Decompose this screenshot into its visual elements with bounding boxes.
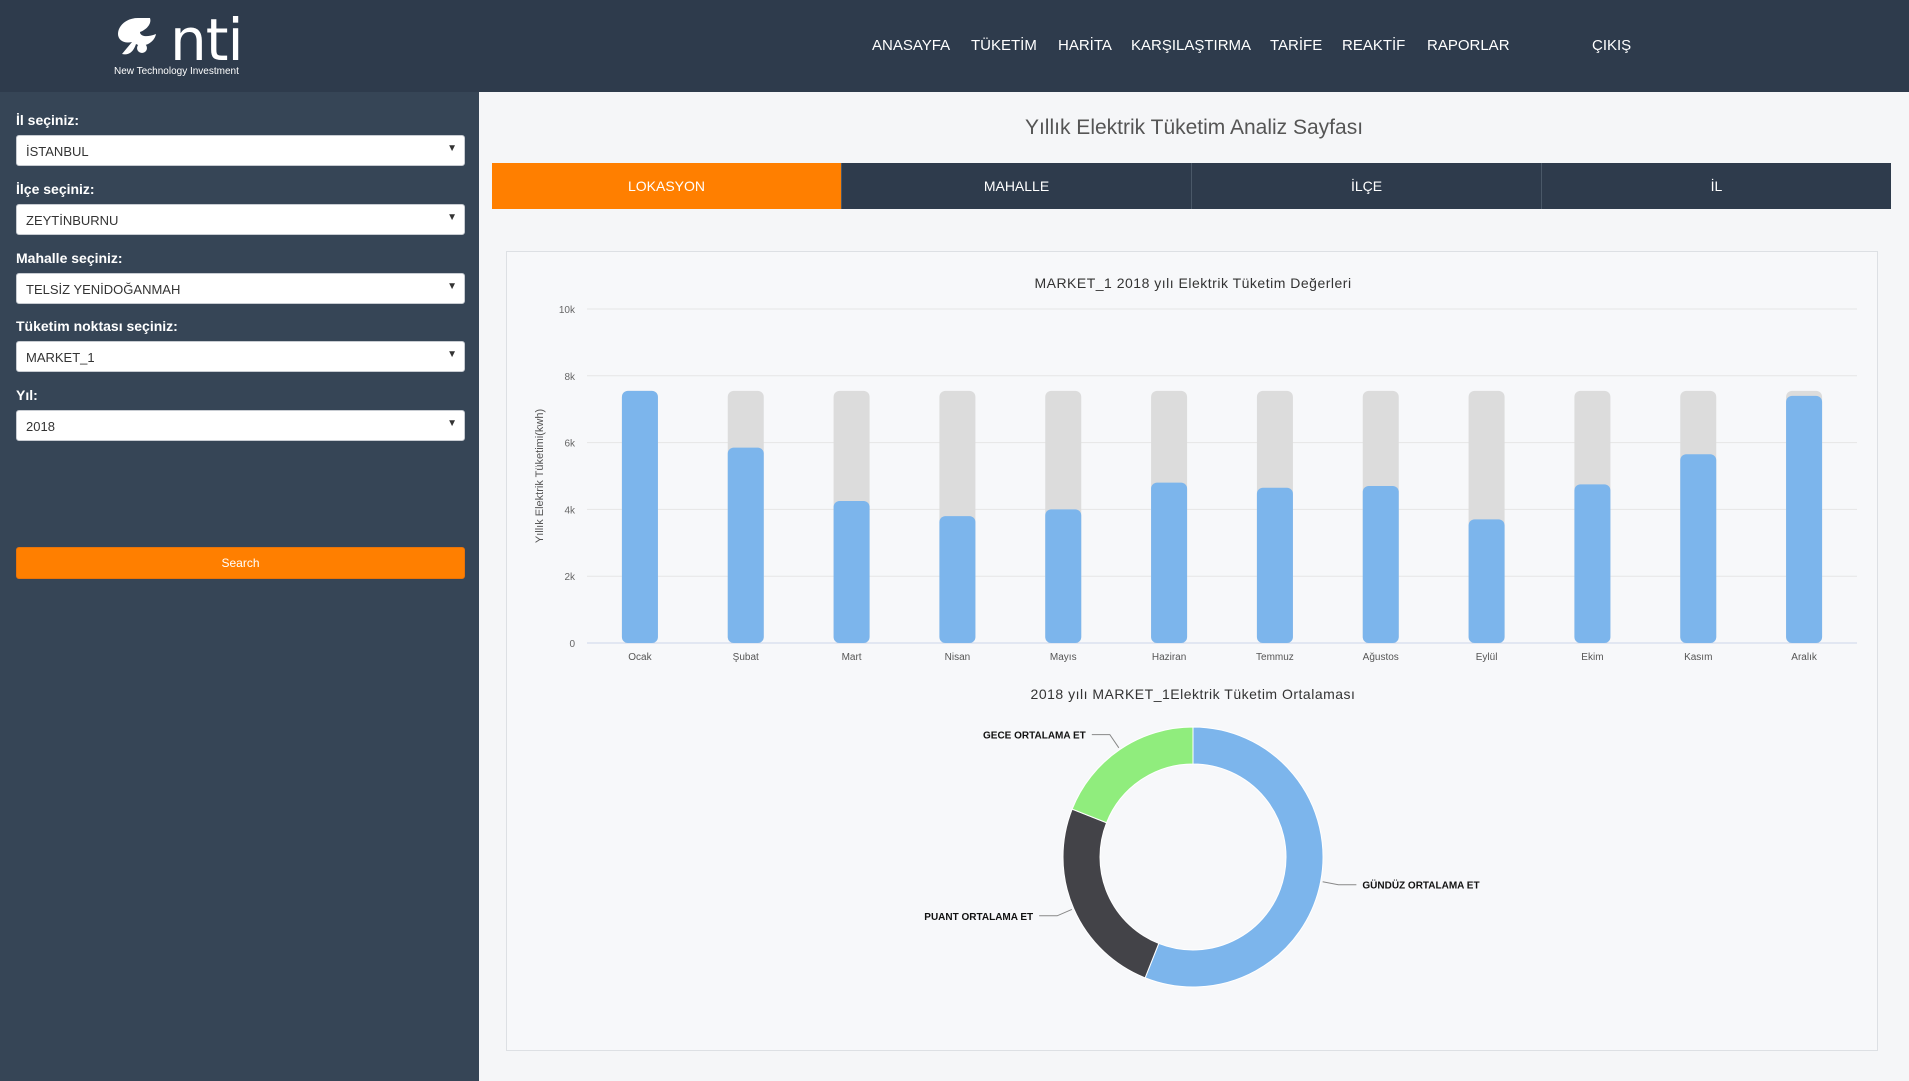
nav-karsilastirma[interactable]: KARŞILAŞTIRMA	[1131, 37, 1252, 54]
mahalle-select[interactable]: TELSİZ YENİDOĞANMAH ▼	[16, 273, 465, 304]
main-nav: ANASAYFA TÜKETİM HARİTA KARŞILAŞTIRMA TA…	[0, 37, 1909, 57]
donut-label-connector	[1039, 908, 1073, 917]
bar-chart-title: MARKET_1 2018 yılı Elektrik Tüketim Değe…	[1034, 275, 1352, 291]
y-tick-label: 6k	[564, 439, 576, 450]
x-tick-label: Aralık	[1791, 652, 1818, 663]
nav-raporlar[interactable]: RAPORLAR	[1427, 37, 1510, 54]
x-tick-label: Ocak	[628, 652, 652, 663]
yil-select-value: 2018	[26, 419, 55, 434]
tab-mahalle[interactable]: MAHALLE	[842, 163, 1192, 209]
donut-label-connector	[1322, 881, 1357, 886]
x-tick-label: Haziran	[1152, 652, 1186, 663]
chevron-down-icon: ▼	[447, 349, 457, 360]
x-tick-label: Kasım	[1684, 652, 1712, 663]
nav-tarife[interactable]: TARİFE	[1270, 37, 1323, 54]
bar[interactable]	[939, 516, 976, 643]
monthly-consumption-bar-chart: Yıllık Elektrik Tüketimi(kwh) 0 2k 4k 6k 8k 10…	[534, 305, 1857, 663]
bar[interactable]	[1151, 482, 1188, 643]
x-tick-label: Nisan	[945, 652, 971, 663]
tuketim-noktasi-label: Tüketim noktası seçiniz:	[16, 318, 178, 334]
ilce-select[interactable]: ZEYTİNBURNU ▼	[16, 204, 465, 235]
ilce-select-value: ZEYTİNBURNU	[26, 213, 119, 228]
nti-logo[interactable]: nti New Technology Investment	[112, 6, 252, 82]
yil-label: Yıl:	[16, 387, 38, 403]
x-tick-label: Temmuz	[1256, 652, 1294, 663]
x-tick-label: Mart	[842, 652, 862, 663]
tuketim-noktasi-select[interactable]: MARKET_1 ▼	[16, 341, 465, 372]
bar[interactable]	[833, 501, 870, 643]
nav-reaktif[interactable]: REAKTİF	[1342, 37, 1406, 54]
tab-il[interactable]: İL	[1542, 163, 1891, 209]
nav-cikis[interactable]: ÇIKIŞ	[1592, 37, 1632, 54]
yil-select[interactable]: 2018 ▼	[16, 410, 465, 441]
bar[interactable]	[1256, 487, 1293, 643]
bar[interactable]	[1574, 484, 1611, 643]
bar[interactable]	[621, 390, 658, 643]
y-axis-label: Yıllık Elektrik Tüketimi(kwh)	[534, 409, 546, 543]
donut-slice[interactable]	[1062, 808, 1160, 979]
donut-label-connector	[1091, 734, 1120, 749]
ilce-label: İlçe seçiniz:	[16, 181, 95, 197]
y-tick-label: 4k	[564, 505, 576, 516]
tab-lokasyon[interactable]: LOKASYON	[492, 163, 842, 209]
nav-harita[interactable]: HARİTA	[1058, 37, 1112, 54]
bar[interactable]	[727, 447, 764, 643]
x-tick-label: Mayıs	[1050, 652, 1077, 663]
y-tick-label: 2k	[564, 572, 576, 583]
il-label: İl seçiniz:	[16, 112, 80, 128]
nav-anasayfa[interactable]: ANASAYFA	[872, 37, 951, 54]
logo-text: nti	[170, 6, 244, 74]
il-select[interactable]: İSTANBUL ▼	[16, 135, 465, 166]
x-tick-label: Ekim	[1581, 652, 1603, 663]
nav-tuketim[interactable]: TÜKETİM	[971, 37, 1037, 54]
chevron-down-icon: ▼	[447, 418, 457, 429]
y-tick-label: 0	[569, 639, 575, 650]
average-consumption-donut-chart: GÜNDÜZ ORTALAMA ET PUANT ORTALAMA ET GECE …	[924, 726, 1480, 988]
y-tick-label: 10k	[559, 305, 576, 316]
bar[interactable]	[1362, 486, 1399, 643]
mahalle-select-value: TELSİZ YENİDOĞANMAH	[26, 282, 181, 297]
nti-logo-icon	[118, 18, 156, 55]
filter-sidebar: İl seçiniz: İSTANBUL ▼ İlçe seçiniz: ZEY…	[0, 92, 479, 1081]
il-select-value: İSTANBUL	[26, 144, 89, 159]
donut-slice-label: PUANT ORTALAMA ET	[924, 912, 1033, 923]
bar[interactable]	[1045, 509, 1082, 643]
donut-slice-label: GECE ORTALAMA ET	[983, 731, 1086, 742]
chevron-down-icon: ▼	[447, 281, 457, 292]
x-tick-label: Eylül	[1476, 652, 1498, 663]
bar[interactable]	[1468, 519, 1505, 643]
page-title: Yıllık Elektrik Tüketim Analiz Sayfası	[1024, 116, 1364, 139]
donut-slice[interactable]	[1144, 726, 1324, 988]
y-tick-label: 8k	[564, 372, 576, 383]
chevron-down-icon: ▼	[447, 143, 457, 154]
x-tick-label: Şubat	[733, 652, 759, 663]
mahalle-label: Mahalle seçiniz:	[16, 250, 123, 266]
level-tabs: LOKASYON MAHALLE İLÇE İL	[492, 163, 1891, 209]
search-button[interactable]: Search	[16, 547, 465, 579]
tuketim-noktasi-select-value: MARKET_1	[26, 350, 95, 365]
x-tick-label: Ağustos	[1363, 652, 1399, 663]
logo-subtitle: New Technology Investment	[114, 66, 239, 77]
chevron-down-icon: ▼	[447, 212, 457, 223]
bar[interactable]	[1680, 454, 1717, 643]
donut-slice[interactable]	[1071, 726, 1194, 824]
donut-chart-title: 2018 yılı MARKET_1Elektrik Tüketim Ortal…	[1030, 686, 1356, 702]
top-navbar: nti New Technology Investment ANASAYFA T…	[0, 0, 1909, 92]
donut-slice-label: GÜNDÜZ ORTALAMA ET	[1362, 879, 1479, 892]
bar[interactable]	[1786, 395, 1823, 643]
tab-ilce[interactable]: İLÇE	[1192, 163, 1542, 209]
chart-panel: MARKET_1 2018 yılı Elektrik Tüketim Değe…	[506, 251, 1878, 1051]
